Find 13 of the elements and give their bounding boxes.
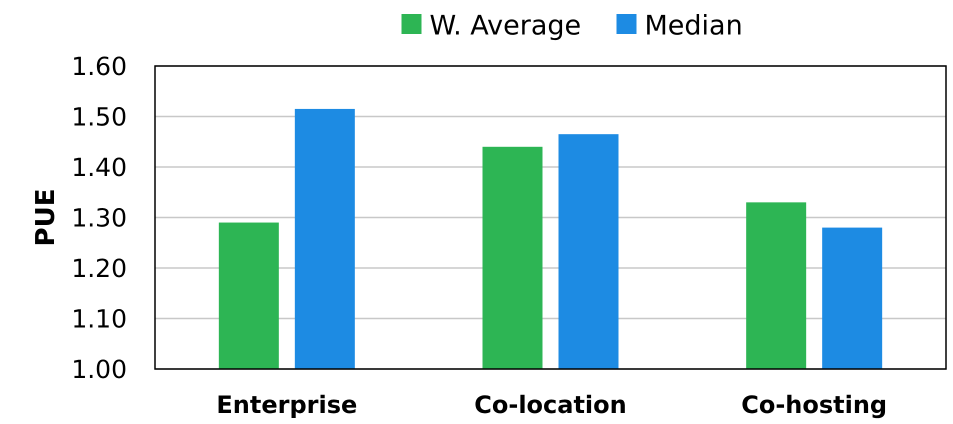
x-tick-label: Co-location [474, 391, 627, 419]
y-tick-label: 1.10 [71, 304, 127, 334]
x-tick-label: Enterprise [216, 391, 358, 419]
y-tick-label: 1.00 [71, 354, 127, 384]
legend-label: Median [644, 10, 743, 42]
y-tick-label: 1.60 [71, 52, 127, 81]
y-tick-label: 1.50 [71, 102, 127, 132]
y-tick-label: 1.40 [71, 152, 127, 182]
legend-label: W. Average [430, 10, 582, 42]
x-tick-label: Co-hosting [741, 391, 888, 419]
y-tick-label: 1.20 [71, 254, 127, 283]
y-tick-label: 1.30 [71, 203, 127, 232]
y-axis-title: PUE [31, 188, 61, 246]
